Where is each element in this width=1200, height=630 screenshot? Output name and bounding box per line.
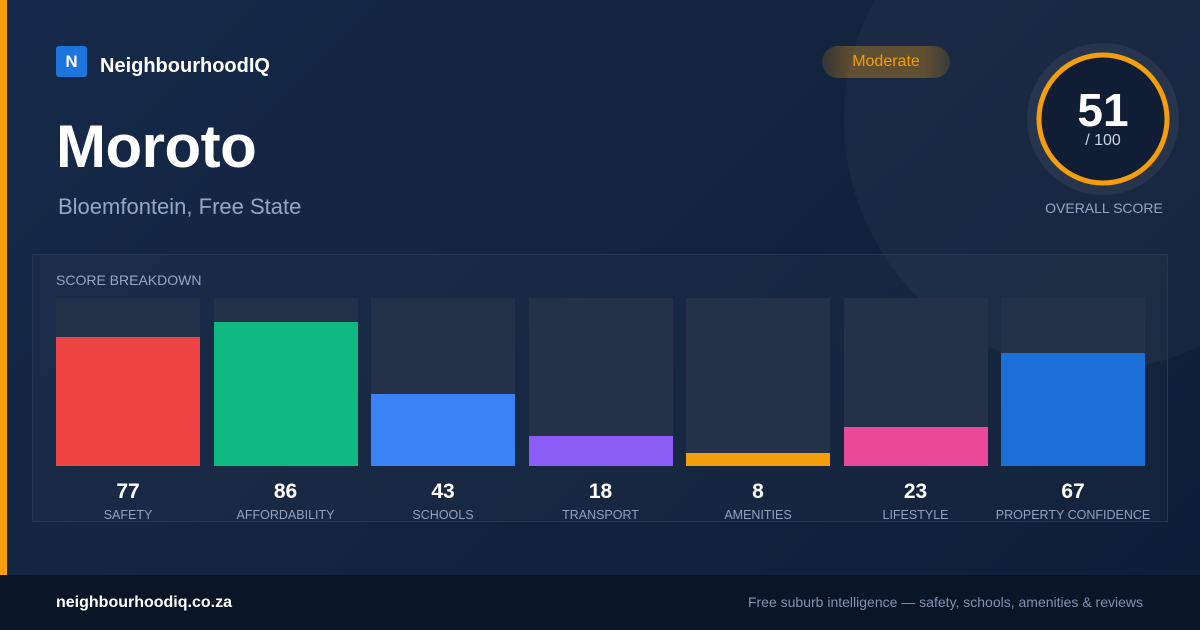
footer-url: neighbourhoodiq.co.za [56,594,232,611]
bar-property-confidence [1001,353,1145,466]
bar-track [528,298,673,466]
bar-track [686,298,830,466]
bar-track [213,298,358,466]
bar-category-label: PROPERTY CONFIDENCE [995,508,1151,522]
brand-logo-icon: N [56,46,87,77]
footer [0,575,1200,630]
score-breakdown-panel [32,254,1168,522]
bar-value-label: 77 [116,480,140,503]
bar-value-label: 67 [1061,480,1085,503]
bar-category-label: LIFESTYLE [882,508,949,522]
bar-value-label: 86 [273,480,298,503]
bar-value-label: 18 [588,480,613,503]
bar-safety [56,336,200,466]
score-breakdown-title: SCORE BREAKDOWN [56,272,202,288]
og-card [0,0,1200,575]
suburb-location: Bloemfontein, Free State [58,194,302,219]
bar-value-label: 8 [752,480,764,503]
brand-name: NeighbourhoodIQ [100,55,270,77]
bar-affordability [213,321,358,466]
bar-category-label: SCHOOLS [412,508,474,522]
overall-score-value: 51 [1077,84,1129,136]
bar-value-label: 43 [431,480,455,503]
bar-track [843,298,988,466]
bar-category-label: AMENITIES [724,508,792,522]
bar-lifestyle [843,427,988,466]
footer-tagline: Free suburb intelligence — safety, schoo… [747,594,1143,610]
bar-schools [371,393,515,466]
accent-bar [0,0,7,575]
bar-amenities [686,452,830,466]
bar-category-label: SAFETY [103,508,153,522]
bar-category-label: TRANSPORT [562,508,639,522]
overall-score-label: OVERALL SCORE [1045,200,1163,216]
bar-track [1001,298,1145,466]
overall-score-ring [1027,43,1179,195]
overall-score-max: / 100 [1085,132,1121,149]
suburb-title: Moroto [56,113,257,180]
score-ring-track [1036,52,1170,186]
bar-track [371,298,515,466]
bar-value-label: 23 [903,480,928,503]
bar-transport [528,435,673,466]
bar-category-label: AFFORDABILITY [236,508,335,522]
rating-badge: Moderate [822,46,950,78]
bar-track [56,298,200,466]
